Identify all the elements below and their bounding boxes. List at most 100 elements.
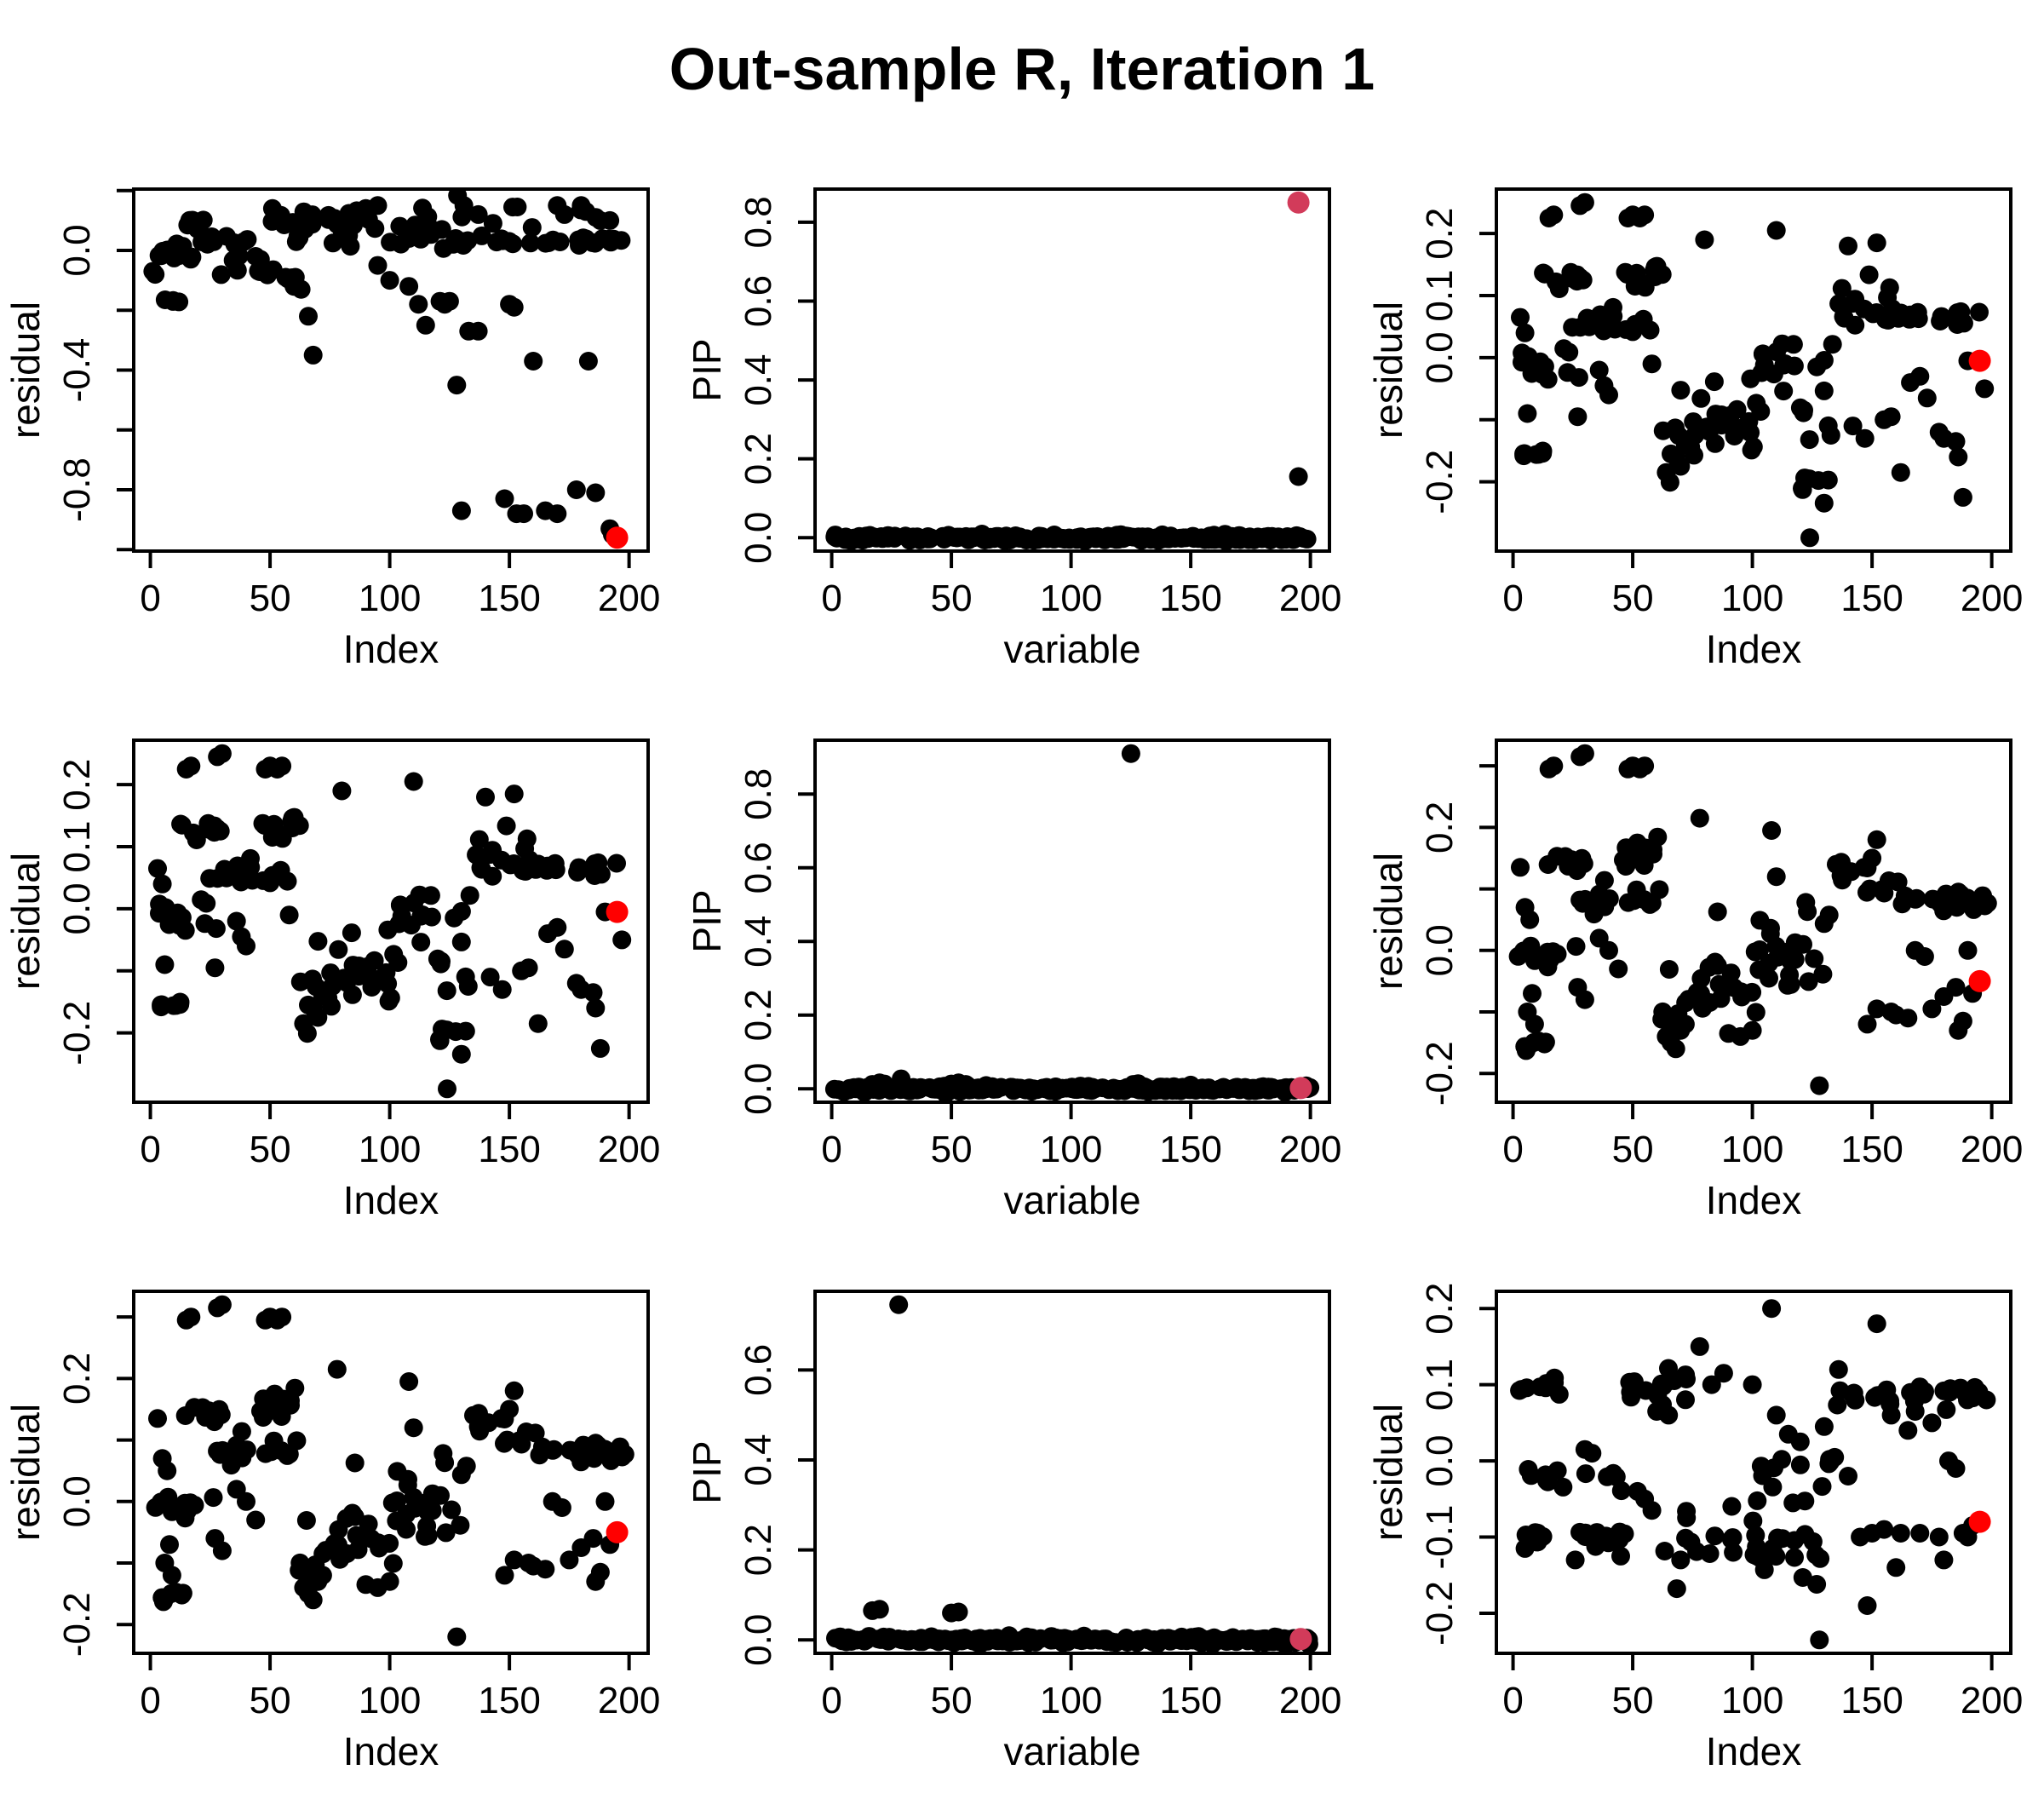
scatter-point [290,972,310,991]
scatter-point [1931,894,1950,913]
scatter-point [1867,303,1886,322]
y-tick-label: 0.4 [738,353,779,405]
scatter-point [1794,403,1813,422]
scatter-point [875,1074,894,1094]
scatter-point [404,1487,423,1507]
scatter-point [1511,307,1530,327]
scatter-point [1549,279,1569,298]
scatter-point [554,204,574,224]
scatter-point [1931,312,1950,330]
scatter-point [379,991,399,1011]
scatter-point [1685,426,1705,445]
x-tick-label: 100 [1040,578,1102,619]
scatter-point [211,265,231,284]
scatter-point [192,1398,212,1417]
scatter-point [956,1075,975,1095]
scatter-point [1829,1359,1848,1379]
highlight-point-red [606,900,629,923]
scatter-point [1671,457,1691,476]
scatter-point [1743,1375,1762,1394]
y-tick-label: 0.0 [1419,331,1461,383]
scatter-point [468,321,488,341]
scatter-point [380,271,399,290]
scatter-point [344,216,363,235]
scatter-point [1659,1405,1679,1425]
scatter-point [158,1461,177,1480]
x-tick-label: 100 [1040,1129,1102,1170]
scatter-point [273,829,292,848]
scatter-point [476,787,495,807]
scatter-point [467,845,486,865]
scatter-point [1544,756,1564,776]
y-tick-label: 0.4 [738,916,779,968]
scatter-point [1910,1524,1930,1543]
scatter-point [1742,440,1761,460]
scatter-point [986,1630,1006,1650]
y-axis: 0.0 0.2 0.4 0.6 0.8 PIP [685,768,815,1115]
scatter-point [612,930,632,950]
scatter-point [1799,972,1818,991]
scatter-point [583,1529,603,1549]
scatter-point [212,1541,232,1560]
scatter-point [1671,381,1691,400]
scatter-point [181,1307,201,1327]
scatter-point [451,1044,471,1064]
x-tick-label: 200 [598,1129,660,1170]
data-points [826,1295,1318,1654]
x-axis: 0 50 100 150 200 Index [1502,551,2023,671]
scatter-point [1533,444,1553,463]
scatter-point [308,932,328,951]
scatter-point [445,908,464,928]
scatter-point [1796,893,1816,912]
scatter-point [341,237,360,256]
scatter-point [437,981,456,1001]
x-axis-label: Index [1706,1729,1802,1773]
x-tick-label: 150 [478,1129,540,1170]
scatter-point [175,1406,195,1425]
x-axis-label: Index [343,1729,439,1773]
scatter-point [365,219,385,238]
scatter-point [552,1498,571,1517]
scatter-point [342,985,362,1004]
x-tick-label: 50 [931,1680,973,1721]
scatter-point [1053,1631,1072,1651]
scatter-point [590,1038,610,1058]
x-tick-label: 0 [821,1129,841,1170]
scatter-point [560,1550,579,1570]
scatter-point [1953,1011,1972,1031]
scatter-point [1766,221,1786,240]
scatter-point [1829,294,1849,313]
scatter-point [1839,236,1857,256]
y-tick-label: 0.1 [56,820,98,872]
scatter-point [1843,417,1863,436]
scatter-point [439,291,459,311]
scatter-point [1652,1009,1672,1029]
scatter-point [1545,1368,1565,1388]
y-axis: 0.0 0.2 0.4 0.6 0.8 PIP [685,196,815,564]
scatter-point [1144,1632,1163,1652]
scatter-point [1644,840,1662,859]
scatter-point [412,905,432,924]
y-tick-label: 0.0 [1419,1434,1461,1486]
scatter-point [1051,1079,1070,1099]
scatter-point [566,480,586,499]
scatter-point [1747,394,1766,413]
scatter-point [855,1631,874,1651]
scatter-point [1714,1364,1733,1383]
scatter-point [543,1440,562,1460]
scatter-point [1880,278,1899,297]
scatter-point [1937,1399,1956,1419]
scatter-point [1708,407,1728,427]
scatter-point [1915,1382,1934,1401]
scatter-point [1544,205,1564,225]
scatter-point [1970,302,1989,322]
scatter-point [146,265,165,284]
scatter-point [155,1554,175,1572]
scatter-point [212,1295,232,1314]
x-axis-label: variable [1003,1729,1140,1773]
scatter-point [495,489,514,509]
scatter-point [1915,947,1934,966]
scatter-point [273,1307,292,1327]
